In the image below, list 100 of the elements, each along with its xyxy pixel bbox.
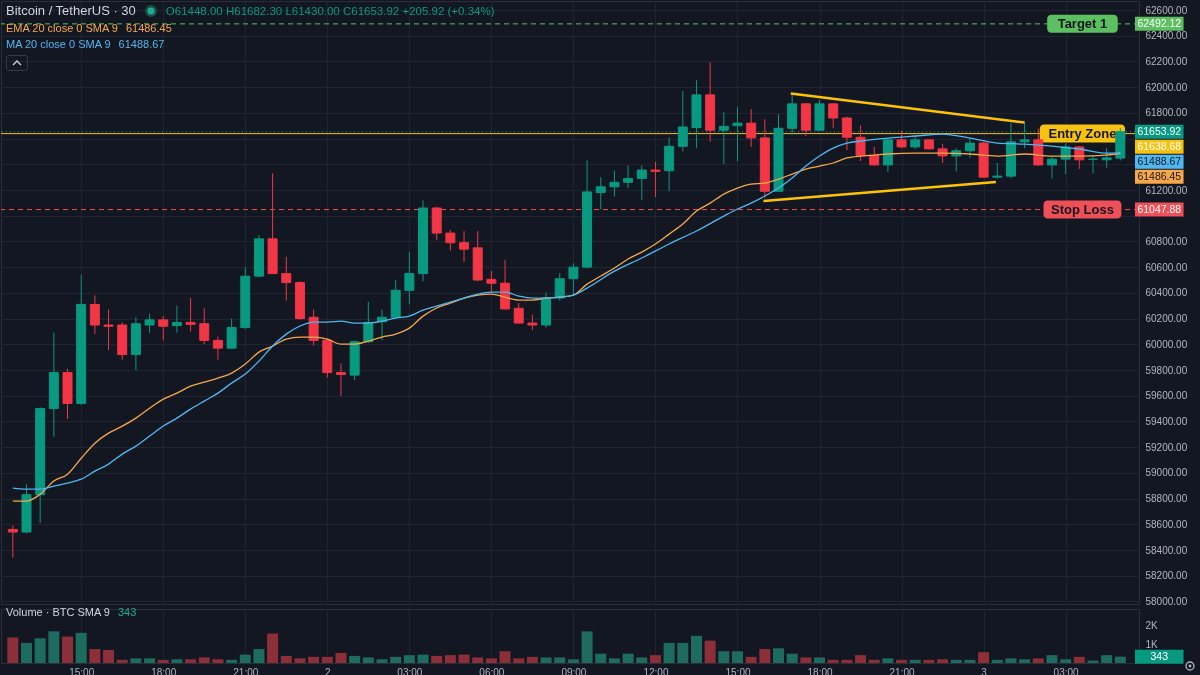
bar xyxy=(321,656,333,663)
x-tick-label: 18:00 xyxy=(807,666,833,675)
bar xyxy=(376,659,388,663)
y-tick-label: 59600.00 xyxy=(1145,390,1188,402)
candlestick xyxy=(595,176,606,210)
bar xyxy=(718,651,730,663)
bar xyxy=(581,631,593,663)
x-tick-label: 21:00 xyxy=(233,666,259,675)
candlestick xyxy=(281,256,292,302)
candlestick xyxy=(199,307,210,345)
bar xyxy=(458,654,470,663)
candlestick xyxy=(650,161,661,198)
text: 61653.92 xyxy=(1137,124,1182,137)
bar xyxy=(540,657,552,663)
y-tick-label: 62600.00 xyxy=(1145,4,1188,16)
candlestick xyxy=(335,363,346,397)
bar xyxy=(1114,656,1126,663)
y-tick-label: 1K xyxy=(1145,638,1159,650)
bar xyxy=(800,657,812,663)
bar xyxy=(485,658,497,663)
bar xyxy=(513,658,525,663)
y-tick-label: 59400.00 xyxy=(1145,415,1188,427)
bar xyxy=(827,659,839,663)
bar xyxy=(814,657,826,663)
bar xyxy=(882,658,894,663)
candlestick xyxy=(185,297,196,332)
x-tick-label: 06:00 xyxy=(479,666,505,675)
x-tick-label: 15:00 xyxy=(69,666,95,675)
bar xyxy=(1005,658,1017,663)
bar xyxy=(212,659,224,663)
x-tick-label: 03:00 xyxy=(397,666,423,675)
candlestick xyxy=(404,251,415,305)
bar xyxy=(786,653,798,663)
bar xyxy=(868,659,880,663)
candlestick xyxy=(677,90,688,152)
candlestick xyxy=(869,146,880,167)
bar xyxy=(34,638,46,663)
text: 343 xyxy=(1150,649,1169,662)
bar xyxy=(526,656,538,663)
bar xyxy=(362,657,374,663)
candlestick xyxy=(445,229,456,251)
bar xyxy=(567,659,579,663)
bar xyxy=(896,659,908,663)
bar xyxy=(103,649,115,663)
bar xyxy=(62,636,74,663)
bar xyxy=(1046,655,1058,663)
text: 61488.67 xyxy=(1137,154,1182,167)
x-tick-label: 09:00 xyxy=(561,666,587,675)
y-tick-label: 60200.00 xyxy=(1145,313,1188,325)
bar xyxy=(239,654,251,663)
bar xyxy=(472,657,484,663)
bar xyxy=(308,656,320,663)
bar xyxy=(841,659,853,663)
bar xyxy=(745,656,757,663)
bar xyxy=(75,632,87,663)
y-tick-label: 59000.00 xyxy=(1145,467,1188,479)
bar xyxy=(923,659,935,663)
candlestick xyxy=(89,294,100,335)
candlestick xyxy=(828,102,839,129)
x-tick-label: 15:00 xyxy=(725,666,751,675)
candlestick xyxy=(554,272,565,302)
bar xyxy=(89,649,101,663)
candlestick xyxy=(746,108,757,148)
y-tick-label: 62400.00 xyxy=(1145,30,1188,42)
y-tick-label: 60000.00 xyxy=(1145,338,1188,350)
bar xyxy=(198,657,210,663)
annotation: O61448.00 H61682.30 L61430.00 C61653.92 +205.92 (+0.34%) xyxy=(165,4,495,17)
chart-title: Bitcoin / TetherUS · 30 xyxy=(6,3,136,18)
bar xyxy=(663,642,675,663)
bar xyxy=(294,658,306,663)
text: 61486.45 xyxy=(1137,169,1182,182)
bar xyxy=(444,655,456,663)
candlestick xyxy=(623,165,634,189)
candlestick xyxy=(609,170,620,197)
annotation: 61488.67 xyxy=(118,38,165,50)
y-tick-label: 60600.00 xyxy=(1145,261,1188,273)
bar xyxy=(21,642,33,663)
y-tick-label: 61800.00 xyxy=(1145,107,1188,119)
bar xyxy=(1019,659,1031,663)
y-tick-label: 58400.00 xyxy=(1145,544,1188,556)
bar xyxy=(7,637,19,663)
bar xyxy=(636,657,648,663)
x-tick-label: 2 xyxy=(325,666,332,675)
y-tick-label: 60800.00 xyxy=(1145,235,1188,247)
bar xyxy=(253,649,265,663)
candlestick xyxy=(171,305,182,334)
candlestick xyxy=(158,315,169,341)
chart-title: Volume · BTC SMA 9 xyxy=(6,606,110,618)
ref-line-label: Stop Loss xyxy=(1051,201,1114,217)
y-tick-label: 59200.00 xyxy=(1145,441,1188,453)
bar xyxy=(554,657,566,663)
bar xyxy=(226,659,238,663)
candlestick xyxy=(568,262,579,295)
y-tick-label: 62200.00 xyxy=(1145,55,1188,67)
bar xyxy=(978,652,990,663)
bar xyxy=(759,649,771,663)
x-tick-label: 21:00 xyxy=(889,666,916,675)
candlestick xyxy=(459,230,470,263)
bar xyxy=(499,651,511,663)
bar xyxy=(1101,655,1113,663)
